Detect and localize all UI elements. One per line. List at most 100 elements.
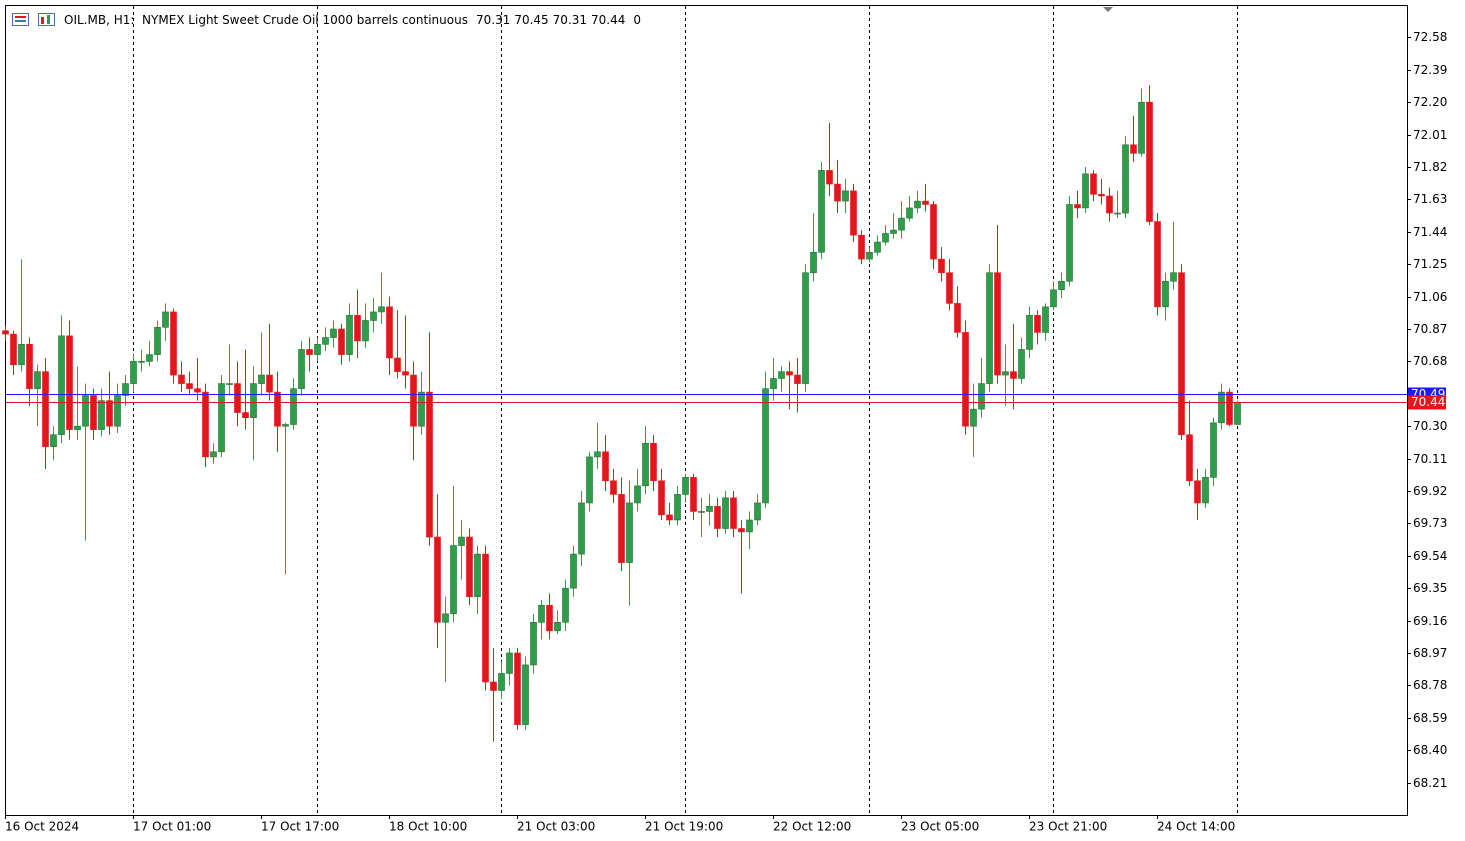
candle-body [2,330,9,335]
icon [15,20,26,22]
header-value: 0 [633,13,641,27]
candle-body [1162,280,1169,308]
candle-body [906,207,913,219]
candle-body [226,383,233,385]
candle-body [1218,391,1225,424]
candle-body [642,442,649,487]
header-icons [12,13,55,26]
candle-body [314,344,321,355]
x-tick-label: 24 Oct 14:00 [1157,820,1235,834]
candle-body [1090,173,1097,195]
candle-body [626,502,633,563]
candle-body [930,204,937,260]
candle-body [74,425,81,430]
candle-body [474,553,481,598]
candle-body [826,170,833,185]
icon [38,13,55,26]
candle-body [1146,101,1153,222]
candle-body [770,378,777,389]
candle-body [706,506,713,512]
candle-body [258,374,265,384]
candle-body [1210,422,1217,478]
candle-body [58,335,65,436]
candle-body [18,344,25,366]
candle-body [386,306,393,359]
candle-body [1186,434,1193,482]
candle-body [1234,402,1241,425]
candle-body [330,328,337,338]
y-tick-label: 70.68 [1413,354,1447,368]
candle-body [138,361,145,363]
header-open: 70.31 [476,13,510,27]
candle-body [402,371,409,376]
candle-body [194,388,201,393]
candle-body [450,545,457,615]
candle-body [322,337,329,345]
y-tick-label: 71.06 [1413,290,1447,304]
candle-body [890,229,897,234]
x-tick-label: 17 Oct 17:00 [261,820,339,834]
candle-body [666,514,673,521]
candle-body [354,315,361,342]
candle-body [10,333,17,366]
candle-body [722,497,729,529]
x-tick-label: 23 Oct 21:00 [1029,820,1107,834]
candles [2,85,1241,742]
candle-body [898,217,905,231]
candle-body [810,251,817,274]
candle-body [1122,144,1129,214]
y-tick-label: 72.20 [1413,95,1447,109]
y-tick-label: 69.16 [1413,614,1447,628]
candle-body [426,391,433,538]
icon [12,13,29,26]
candle-body [546,604,553,632]
x-tick-label: 22 Oct 12:00 [773,820,851,834]
y-tick-label: 69.73 [1413,516,1447,530]
candle-body [922,200,929,205]
candle-body [1178,272,1185,436]
candle-body [994,272,1001,376]
candle-body [946,272,953,304]
candle-body [690,477,697,512]
candle-body [370,311,377,321]
shift-marker [1103,7,1113,12]
candle-body [122,383,129,396]
candle-body [778,371,785,379]
candle-body [250,383,257,418]
candle-body [466,536,473,598]
candle-body [570,553,577,589]
y-tick-label: 68.59 [1413,711,1447,725]
candle-body [1034,315,1041,333]
candle-body [218,383,225,453]
candle-body [1098,193,1105,197]
candle-body [586,456,593,504]
y-tick-label: 68.78 [1413,678,1447,692]
candle-body [266,374,273,393]
candle-body [970,408,977,427]
candle-body [42,371,49,447]
y-tick-label: 69.35 [1413,581,1447,595]
candle-body [562,587,569,623]
candle-body [954,303,961,333]
candle-body [34,371,41,389]
candle-body [714,506,721,529]
period-separators [133,6,1238,815]
x-tick-label: 17 Oct 01:00 [133,820,211,834]
candle-body [978,383,985,410]
candle-body [754,502,761,521]
candle-body [1114,212,1121,215]
candle-body [282,424,289,427]
candle-body [306,349,313,355]
candle-body [1170,272,1177,282]
candle-body [114,395,121,427]
candle-body [162,311,169,328]
candle-body [106,400,113,427]
candle-body [874,241,881,253]
candle-body [842,190,849,202]
y-tick-label: 70.30 [1413,419,1447,433]
candle-body [962,332,969,427]
candle-body [338,328,345,355]
candle-body [610,480,617,495]
candle-body [82,395,89,427]
candle-body [818,170,825,253]
